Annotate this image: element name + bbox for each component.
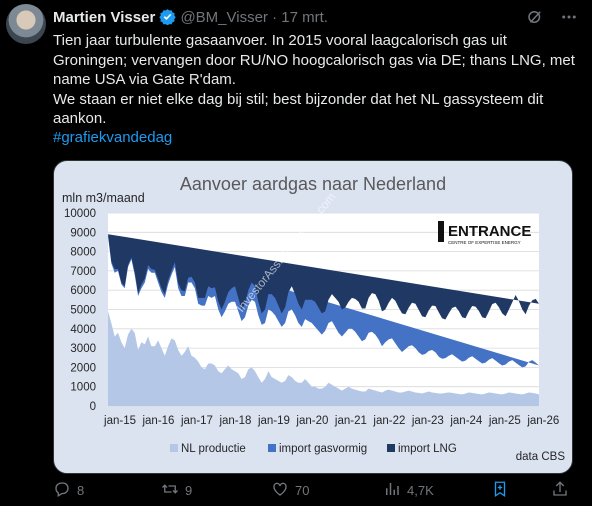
x-tick-label: jan-23 xyxy=(411,415,444,427)
area-nl-productie xyxy=(108,311,539,406)
area-import-lng xyxy=(108,234,539,320)
author-handle[interactable]: @BM_Visser xyxy=(180,9,268,26)
more-icon[interactable] xyxy=(560,8,578,31)
tweet-date[interactable]: 17 mrt. xyxy=(281,9,328,26)
y-tick-label: 0 xyxy=(90,401,96,413)
x-tick-label: jan-18 xyxy=(218,415,251,427)
author-name[interactable]: Martien Visser xyxy=(53,9,156,26)
x-tick-label: jan-17 xyxy=(180,415,213,427)
verified-badge-icon xyxy=(159,8,176,30)
x-tick-label: jan-20 xyxy=(295,415,328,427)
tweet-top-actions xyxy=(526,8,578,31)
y-tick-label: 8000 xyxy=(70,247,96,259)
tweet-action-bar: 8 9 70 4,7K xyxy=(53,480,578,502)
legend-swatch xyxy=(170,444,178,452)
data-source: data CBS xyxy=(516,451,566,463)
y-tick-label: 3000 xyxy=(70,343,96,355)
tweet-image[interactable]: Aanvoer aardgas naar Nederland mln m3/ma… xyxy=(53,160,573,474)
logo-text: ENTRANCE xyxy=(448,223,531,240)
gas-supply-chart: Aanvoer aardgas naar Nederland mln m3/ma… xyxy=(62,174,566,463)
bookmark-icon xyxy=(491,480,509,501)
x-tick-label: jan-16 xyxy=(141,415,174,427)
tweet-header: Martien Visser @BM_Visser · 17 mrt. xyxy=(53,8,328,30)
x-tick-label: jan-25 xyxy=(488,415,521,427)
y-tick-label: 1000 xyxy=(70,382,96,394)
hashtag-link[interactable]: #grafiekvandedag xyxy=(53,129,173,146)
chart-title: Aanvoer aardgas naar Nederland xyxy=(180,174,446,194)
x-tick-label: jan-15 xyxy=(103,415,136,427)
author-avatar[interactable] xyxy=(6,4,46,44)
reply-count: 8 xyxy=(77,483,85,498)
like-count: 70 xyxy=(295,483,310,498)
reply-icon xyxy=(53,480,71,501)
y-tick-label: 7000 xyxy=(70,266,96,278)
views-count: 4,7K xyxy=(407,483,434,498)
separator-dot: · xyxy=(272,9,278,26)
logo-subtext: CENTRE OF EXPERTISE ENERGY xyxy=(448,240,521,245)
share-button[interactable] xyxy=(551,480,569,501)
retweet-icon xyxy=(161,480,179,501)
tweet-text: Tien jaar turbulente gasaanvoer. In 2015… xyxy=(53,32,575,127)
legend-swatch xyxy=(387,444,395,452)
x-tick-label: jan-21 xyxy=(334,415,367,427)
like-icon xyxy=(271,480,289,501)
bookmark-button[interactable] xyxy=(491,480,509,501)
x-tick-label: jan-26 xyxy=(526,415,559,427)
legend-label: NL productie xyxy=(181,443,246,455)
grok-icon[interactable] xyxy=(526,8,544,31)
y-tick-label: 2000 xyxy=(70,362,96,374)
y-tick-label: 10000 xyxy=(64,208,96,220)
like-button[interactable]: 70 xyxy=(271,480,309,501)
retweet-count: 9 xyxy=(185,483,193,498)
x-tick-label: jan-24 xyxy=(449,415,483,427)
share-icon xyxy=(551,480,569,501)
legend-label: import gasvormig xyxy=(279,443,367,455)
y-tick-label: 9000 xyxy=(70,227,96,239)
views-icon xyxy=(383,480,401,501)
views-button[interactable]: 4,7K xyxy=(383,480,434,501)
reply-button[interactable]: 8 xyxy=(53,480,84,501)
y-tick-label: 5000 xyxy=(70,305,96,317)
x-tick-label: jan-19 xyxy=(257,415,290,427)
x-tick-label: jan-22 xyxy=(372,415,405,427)
y-tick-label: 4000 xyxy=(70,324,96,336)
legend-swatch xyxy=(268,444,276,452)
entrance-logo: ENTRANCE CENTRE OF EXPERTISE ENERGY xyxy=(438,221,531,245)
legend-label: import LNG xyxy=(398,443,457,455)
chart-ylabel: mln m3/maand xyxy=(62,191,145,205)
retweet-button[interactable]: 9 xyxy=(161,480,192,501)
y-tick-label: 6000 xyxy=(70,285,96,297)
